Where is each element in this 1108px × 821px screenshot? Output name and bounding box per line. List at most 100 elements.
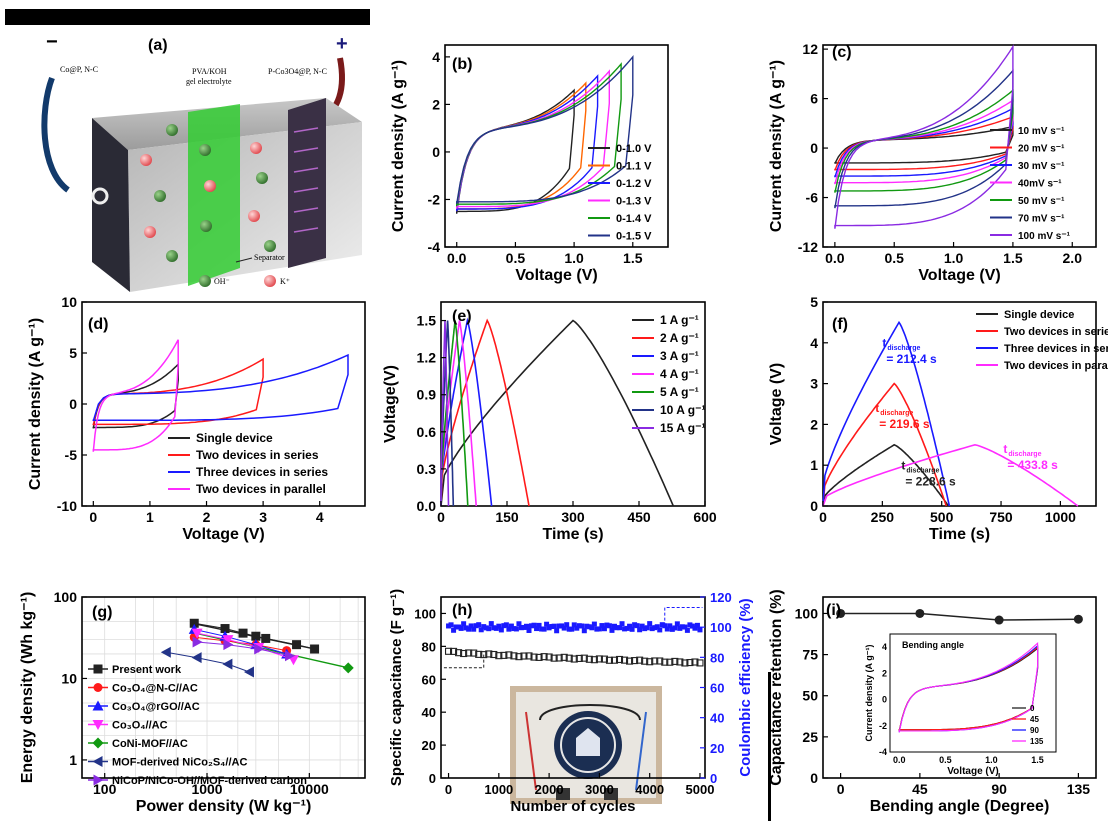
y-tick-label: 80 <box>422 639 436 654</box>
inset-y-tick: 4 <box>882 642 887 652</box>
capacitance-point <box>465 649 473 657</box>
capacitance-point <box>540 653 548 661</box>
legend-marker <box>93 664 103 674</box>
y-tick-label: -4 <box>428 239 441 255</box>
y-tick-label: 100 <box>795 605 819 621</box>
panel-letter-f: (f) <box>832 316 848 333</box>
data-point <box>243 666 254 678</box>
efficiency-point <box>619 621 625 627</box>
y2-axis-title: Coulombic efficiency (%) <box>737 598 754 776</box>
efficiency-point <box>481 624 487 630</box>
y-tick-label: 4 <box>810 335 818 351</box>
legend-marker <box>93 774 104 786</box>
capacitance-point <box>450 647 458 655</box>
cv-curve-d <box>92 353 349 422</box>
legend-label: Single device <box>196 431 273 445</box>
gcd-curve-e <box>440 317 493 507</box>
data-point <box>292 640 302 650</box>
capacitance-point <box>530 653 538 661</box>
efficiency-point <box>614 625 620 631</box>
y2-tick-label: 120 <box>710 590 732 605</box>
cv-curve-c <box>834 68 1014 209</box>
panel-letter-a: (a) <box>148 37 168 54</box>
data-point <box>222 658 233 670</box>
panel-divider <box>768 672 771 821</box>
panel-letter-g: (g) <box>92 604 113 621</box>
capacitance-point <box>610 656 619 664</box>
cable-coil <box>91 187 109 205</box>
efficiency-point <box>501 623 507 629</box>
capacitance-point <box>570 655 578 663</box>
legend-label: 5 A g⁻¹ <box>660 385 699 399</box>
legend-label: Two devices in series <box>196 448 319 462</box>
efficiency-point <box>498 627 504 633</box>
data-point <box>223 639 234 651</box>
legend-label: Two devices in series <box>1004 326 1108 338</box>
y-tick-label: 1.2 <box>417 350 437 366</box>
y-tick-label: -2 <box>428 191 441 207</box>
efficiency-point <box>551 623 557 629</box>
capacitance-point <box>585 655 593 663</box>
y-axis-title: Current density (A g⁻¹) <box>768 60 785 232</box>
panel-letter-e: (e) <box>452 308 472 325</box>
data-point <box>191 628 203 639</box>
x-tick-label: 0 <box>445 782 452 797</box>
legend-label: Two devices in parallel <box>196 482 326 496</box>
data-point <box>189 618 199 628</box>
y-tick-label: 0.9 <box>417 387 437 403</box>
legend-label: NiCoP/NiCo-OH//MOF-derived carbon <box>112 775 307 787</box>
x-tick-label: 4 <box>316 509 324 525</box>
legend-label: 4 A g⁻¹ <box>660 367 699 381</box>
efficiency-point <box>513 626 519 632</box>
efficiency-arrow <box>664 607 703 626</box>
efficiency-point <box>483 625 489 631</box>
y-axis-title: Current density (A g⁻¹) <box>390 60 407 232</box>
efficiency-point <box>609 627 615 633</box>
annotation-subscript: discharge <box>887 345 920 352</box>
x-tick-label: 0 <box>437 509 445 525</box>
retention-point <box>915 608 925 618</box>
annotation-value: = 219.6 s <box>879 417 930 431</box>
y-tick-label: 20 <box>422 738 436 753</box>
efficiency-point <box>506 626 512 632</box>
y-tick-label: 10 <box>61 294 77 310</box>
legend-label: 0-1.3 V <box>616 196 652 208</box>
y-tick-label: -5 <box>65 447 78 463</box>
capacitance-point <box>500 651 508 659</box>
legend-label: 100 mV s⁻¹ <box>1018 231 1071 242</box>
right-electrode-marks <box>293 127 319 233</box>
capacitance-point <box>580 654 588 662</box>
legend-k-ball <box>264 275 276 287</box>
capacitance-point <box>626 657 634 665</box>
y-tick-label: -10 <box>57 498 77 514</box>
legend-marker <box>92 737 104 749</box>
series-line <box>194 628 287 655</box>
y-tick-label: 0 <box>429 771 436 786</box>
chart-g-frame <box>81 596 366 779</box>
y-tick-label: 100 <box>414 606 436 621</box>
efficiency-point <box>657 627 663 633</box>
efficiency-point <box>476 622 482 628</box>
efficiency-point <box>451 627 457 633</box>
gcd-curve-e <box>440 320 469 507</box>
efficiency-point <box>511 626 517 632</box>
cv-curve-b <box>456 81 587 212</box>
annotation-prefix: t <box>875 401 879 415</box>
capacitance-point <box>455 649 463 657</box>
efficiency-point <box>652 625 658 631</box>
annotation-prefix: t <box>882 336 886 350</box>
capacitance-point <box>515 653 523 661</box>
legend-label: 10 A g⁻¹ <box>660 403 705 417</box>
capacitance-point <box>696 659 704 667</box>
x-tick-label: 1.5 <box>623 250 643 266</box>
x-axis-title: Voltage (V) <box>515 267 597 284</box>
efficiency-point <box>672 625 678 631</box>
efficiency-point <box>453 624 459 630</box>
capacitance-point <box>535 653 543 661</box>
k-label: K⁺ <box>280 277 290 286</box>
efficiency-point <box>627 623 633 629</box>
device-photo <box>510 686 662 804</box>
inset-y-tick: -4 <box>879 747 887 757</box>
inset-y-tick: 2 <box>882 668 887 678</box>
inset-cv-curve <box>898 641 1039 733</box>
